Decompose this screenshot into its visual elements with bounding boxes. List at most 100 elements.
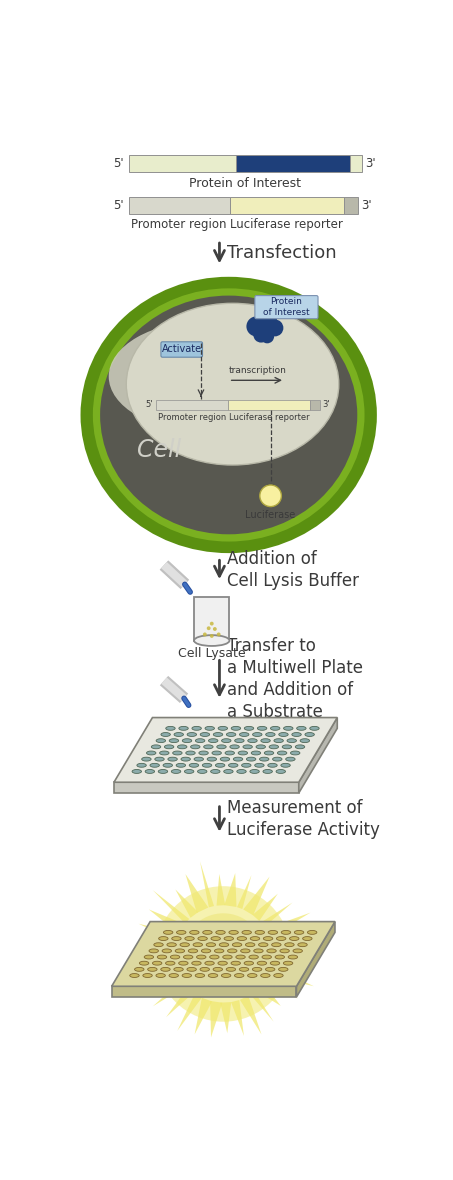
Ellipse shape [282, 745, 292, 749]
Polygon shape [210, 1001, 222, 1037]
Ellipse shape [222, 974, 231, 977]
Circle shape [246, 316, 266, 336]
Text: Addition of
Cell Lysis Buffer: Addition of Cell Lysis Buffer [227, 550, 359, 590]
Ellipse shape [178, 962, 188, 965]
Text: Transfection: Transfection [227, 244, 337, 262]
Ellipse shape [159, 750, 169, 755]
Ellipse shape [287, 739, 296, 742]
Ellipse shape [183, 955, 193, 959]
Ellipse shape [180, 943, 189, 946]
Ellipse shape [212, 750, 222, 755]
Text: Cell: Cell [137, 438, 182, 461]
Ellipse shape [210, 955, 219, 959]
Ellipse shape [250, 937, 260, 940]
Ellipse shape [187, 968, 196, 971]
Ellipse shape [211, 769, 220, 773]
Ellipse shape [155, 758, 164, 761]
Ellipse shape [182, 739, 192, 742]
Ellipse shape [273, 758, 282, 761]
Ellipse shape [248, 739, 257, 742]
Text: transcription: transcription [229, 366, 287, 375]
Circle shape [253, 327, 269, 342]
Ellipse shape [176, 763, 186, 767]
Ellipse shape [246, 943, 255, 946]
Ellipse shape [214, 949, 224, 952]
Ellipse shape [217, 745, 226, 749]
Polygon shape [200, 861, 214, 907]
Ellipse shape [272, 943, 281, 946]
Bar [310, 400, 319, 409]
Polygon shape [265, 912, 311, 937]
Ellipse shape [295, 745, 305, 749]
Ellipse shape [195, 974, 205, 977]
Ellipse shape [268, 763, 277, 767]
Ellipse shape [305, 733, 314, 736]
Bar [236, 156, 350, 172]
Ellipse shape [143, 974, 152, 977]
Text: 5': 5' [146, 400, 153, 409]
Polygon shape [269, 933, 306, 948]
Ellipse shape [286, 758, 295, 761]
Ellipse shape [171, 769, 181, 773]
Polygon shape [271, 946, 300, 957]
Ellipse shape [185, 937, 194, 940]
Ellipse shape [218, 727, 227, 730]
Ellipse shape [240, 733, 249, 736]
Ellipse shape [297, 727, 306, 730]
Ellipse shape [130, 974, 139, 977]
Text: 3': 3' [322, 400, 329, 409]
Ellipse shape [166, 727, 175, 730]
Ellipse shape [174, 968, 183, 971]
Circle shape [210, 634, 214, 638]
Polygon shape [255, 983, 281, 1005]
Polygon shape [114, 782, 299, 793]
Polygon shape [237, 876, 251, 909]
Ellipse shape [230, 745, 239, 749]
Polygon shape [177, 994, 202, 1031]
Ellipse shape [300, 739, 309, 742]
Ellipse shape [200, 733, 210, 736]
Ellipse shape [163, 763, 173, 767]
Polygon shape [111, 922, 335, 986]
Ellipse shape [241, 949, 250, 952]
Ellipse shape [199, 750, 208, 755]
Ellipse shape [92, 288, 366, 542]
Ellipse shape [261, 739, 270, 742]
Polygon shape [243, 877, 270, 916]
Ellipse shape [167, 943, 176, 946]
Ellipse shape [140, 962, 149, 965]
Ellipse shape [208, 974, 218, 977]
Text: Luciferase reporter: Luciferase reporter [229, 413, 309, 421]
Text: Protein
of Interest: Protein of Interest [263, 297, 310, 317]
Ellipse shape [310, 727, 319, 730]
Ellipse shape [135, 968, 144, 971]
Ellipse shape [173, 750, 182, 755]
Ellipse shape [263, 937, 273, 940]
Ellipse shape [178, 745, 187, 749]
Ellipse shape [164, 745, 174, 749]
Ellipse shape [231, 962, 241, 965]
Ellipse shape [227, 949, 237, 952]
Ellipse shape [246, 758, 256, 761]
Ellipse shape [268, 931, 278, 935]
Ellipse shape [250, 769, 259, 773]
Ellipse shape [189, 763, 199, 767]
Ellipse shape [126, 303, 339, 465]
Ellipse shape [148, 968, 157, 971]
Ellipse shape [260, 758, 269, 761]
Ellipse shape [267, 949, 276, 952]
Ellipse shape [225, 750, 235, 755]
Polygon shape [140, 952, 175, 961]
Circle shape [254, 310, 277, 333]
Ellipse shape [142, 758, 151, 761]
Ellipse shape [242, 931, 251, 935]
Ellipse shape [145, 769, 154, 773]
Ellipse shape [137, 763, 146, 767]
Ellipse shape [175, 949, 185, 952]
Ellipse shape [97, 293, 361, 537]
Polygon shape [166, 988, 193, 1017]
Ellipse shape [281, 763, 290, 767]
Ellipse shape [228, 763, 238, 767]
Ellipse shape [218, 962, 227, 965]
Circle shape [207, 627, 211, 630]
